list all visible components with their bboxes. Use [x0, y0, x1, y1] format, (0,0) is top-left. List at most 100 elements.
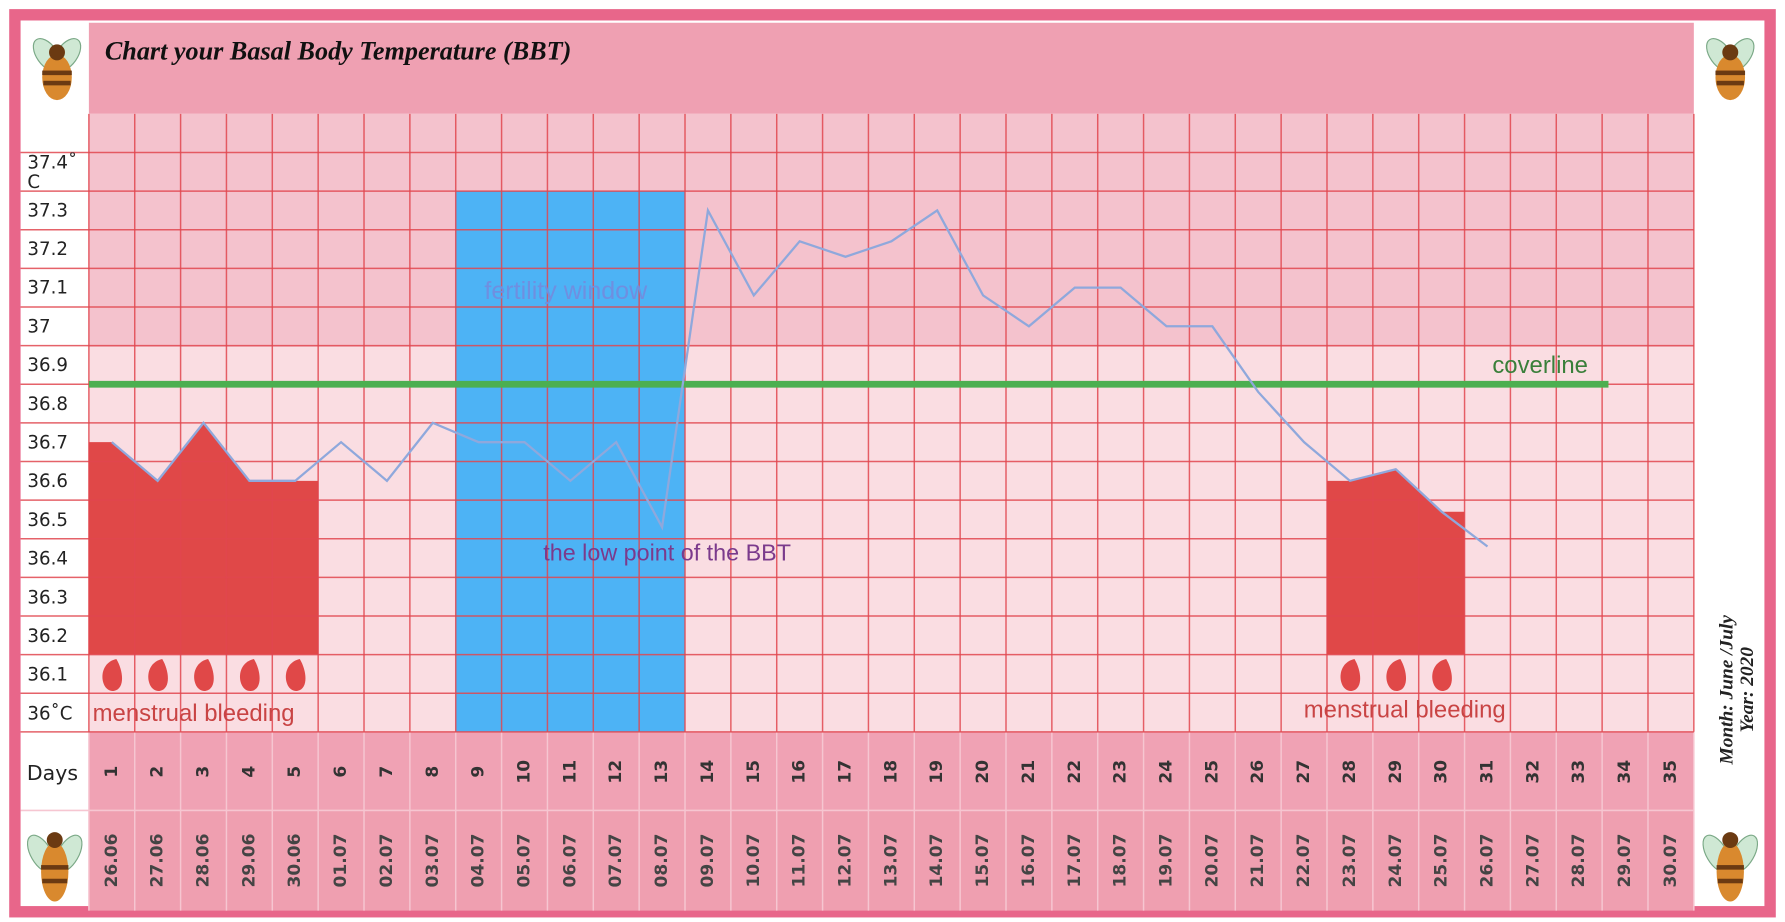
y-tick-label-box: 37.4˚ C: [21, 152, 89, 191]
x-tick-label: 19: [927, 760, 947, 784]
date-label: 14.07: [927, 834, 947, 888]
x-tick-label: 2: [148, 766, 168, 778]
date-label: 19.07: [1156, 834, 1176, 888]
date-label: 01.07: [331, 834, 351, 888]
y-tick-label-box: 36.4: [21, 539, 89, 578]
x-tick-label: 14: [698, 760, 718, 784]
date-label: 07.07: [606, 834, 626, 888]
page: {"chart_data": { "type": "line", "title"…: [0, 0, 1785, 922]
date-label: 21.07: [1248, 834, 1268, 888]
upper-zone: [89, 114, 1694, 347]
x-tick-label: 12: [606, 760, 626, 784]
date-label: 03.07: [423, 834, 443, 888]
y-tick-label-box: 36.5: [21, 500, 89, 539]
y-tick-label: 36.8: [21, 384, 89, 423]
x-tick-label: 9: [469, 766, 489, 778]
y-tick-label-box: 36.6: [21, 461, 89, 500]
month-label: Month: June /July: [1716, 615, 1737, 766]
annotation: fertility window: [484, 277, 648, 305]
x-tick-label: 33: [1569, 760, 1589, 784]
date-label: 15.07: [973, 834, 993, 888]
x-tick-label: 18: [881, 760, 901, 784]
date-label: 02.07: [377, 834, 397, 888]
y-tick-label: 37.2: [21, 230, 89, 269]
date-label: 11.07: [790, 834, 810, 888]
x-tick-label: 17: [836, 760, 856, 784]
x-tick-label: 11: [560, 760, 580, 784]
date-label: 23.07: [1340, 834, 1360, 888]
x-tick-label: 21: [1019, 760, 1039, 784]
y-tick-label: 36˚C: [21, 693, 89, 732]
date-label: 10.07: [744, 834, 764, 888]
y-tick-label-box: 36.9: [21, 346, 89, 385]
x-tick-label: 28: [1340, 760, 1360, 784]
date-label: 13.07: [881, 834, 901, 888]
date-label: 17.07: [1065, 834, 1085, 888]
bbt-chart: Chart your Basal Body Temperature (BBT) …: [0, 0, 1785, 922]
date-label: 28.07: [1569, 834, 1589, 888]
annotation: menstrual bleeding: [93, 700, 295, 727]
date-label: 27.07: [1523, 834, 1543, 888]
date-label: 29.06: [239, 834, 259, 888]
x-tick-label: 27: [1294, 760, 1314, 784]
y-tick-label-box: 37: [21, 307, 89, 346]
y-tick-label-box: 37.1: [21, 268, 89, 307]
x-tick-label: 15: [744, 760, 764, 784]
date-label: 29.07: [1615, 834, 1635, 888]
y-tick-label-box: 36.3: [21, 577, 89, 616]
x-tick-label: 24: [1156, 760, 1176, 784]
x-tick-label: 4: [239, 766, 259, 778]
x-tick-label: 25: [1202, 760, 1222, 784]
y-tick-label: 37: [21, 307, 89, 346]
y-tick-label: 36.3: [21, 577, 89, 616]
y-tick-label: 37.3: [21, 191, 89, 230]
date-label: 27.06: [148, 834, 168, 888]
y-tick-label: 36.9: [21, 346, 89, 385]
y-tick-label-box: 36.8: [21, 384, 89, 423]
x-tick-label: 10: [515, 760, 535, 784]
date-label: 20.07: [1202, 834, 1222, 888]
date-label: 26.07: [1477, 834, 1497, 888]
y-tick-label: 36.1: [21, 655, 89, 694]
y-tick-label-box: 36.7: [21, 423, 89, 462]
date-label: 12.07: [836, 834, 856, 888]
y-tick-label: 36.4: [21, 539, 89, 578]
x-tick-label: 3: [194, 766, 214, 778]
annotation: the low point of the BBT: [543, 539, 791, 565]
y-tick-label-box: 36.1: [21, 655, 89, 694]
x-tick-label: 13: [652, 760, 672, 784]
date-label: 25.07: [1432, 834, 1452, 888]
x-tick-label: 6: [331, 766, 351, 778]
annotation: menstrual bleeding: [1304, 697, 1506, 724]
x-tick-label: 26: [1248, 760, 1268, 784]
date-label: 05.07: [515, 834, 535, 888]
y-tick-label: 36.7: [21, 423, 89, 462]
y-tick-label-box: 37.3: [21, 191, 89, 230]
y-tick-label: 36.2: [21, 616, 89, 655]
x-tick-label: 32: [1523, 760, 1543, 784]
y-tick-label-box: 36˚C: [21, 693, 89, 732]
y-tick-label: 36.6: [21, 461, 89, 500]
x-tick-label: 34: [1615, 760, 1635, 784]
x-tick-label: 8: [423, 766, 443, 778]
year-label: Year: 2020: [1737, 647, 1758, 733]
x-tick-label: 5: [285, 766, 305, 778]
y-tick-label-box: 37.2: [21, 230, 89, 269]
date-label: 08.07: [652, 834, 672, 888]
date-label: 24.07: [1386, 834, 1406, 888]
date-label: 04.07: [469, 834, 489, 888]
x-tick-label: 23: [1111, 760, 1131, 784]
date-label: 30.07: [1661, 834, 1681, 888]
chart-title: Chart your Basal Body Temperature (BBT): [105, 37, 572, 66]
x-tick-label: 31: [1477, 760, 1497, 784]
annotation: coverline: [1492, 352, 1588, 379]
y-tick-label: 37.4˚ C: [21, 152, 89, 191]
x-tick-label: 1: [102, 766, 122, 778]
x-tick-label: 22: [1065, 760, 1085, 784]
x-tick-label: 29: [1386, 760, 1406, 784]
y-tick-label: 37.1: [21, 268, 89, 307]
y-tick-label: 36.5: [21, 500, 89, 539]
x-tick-label: 20: [973, 760, 993, 784]
y-tick-label-box: 36.2: [21, 616, 89, 655]
x-tick-label: 16: [790, 760, 810, 784]
